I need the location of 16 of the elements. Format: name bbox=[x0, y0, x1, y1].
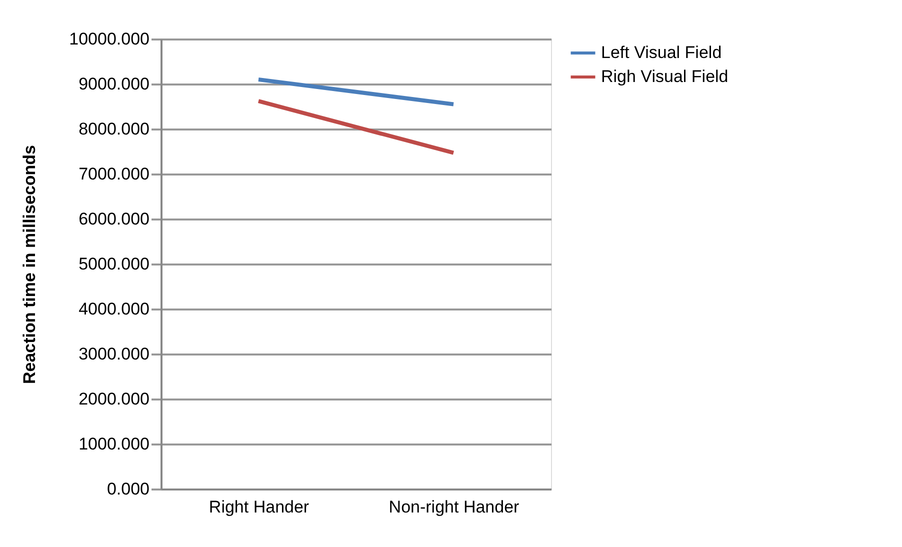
y-tick-label: 1000.000 bbox=[78, 434, 150, 454]
y-tick-label: 2000.000 bbox=[78, 390, 150, 408]
y-tick-label: 10000.000 bbox=[69, 30, 150, 48]
y-axis-title: Reaction time in milliseconds bbox=[20, 144, 40, 384]
y-tick-label: 3000.000 bbox=[78, 344, 150, 364]
legend-label: Righ Visual Field bbox=[601, 67, 728, 86]
y-tick-label: 7000.000 bbox=[78, 164, 150, 184]
x-tick-label: Right Hander bbox=[208, 498, 310, 516]
y-tick-label: 5000.000 bbox=[78, 254, 150, 274]
y-tick-label: 6000.000 bbox=[78, 210, 150, 228]
y-tick-label: 0.000 bbox=[106, 480, 150, 498]
y-tick-label: 8000.000 bbox=[78, 120, 150, 138]
x-tick-label: Non-right Hander bbox=[388, 498, 520, 516]
y-tick-label: 9000.000 bbox=[78, 74, 150, 94]
y-tick-label: 4000.000 bbox=[78, 300, 150, 318]
legend-label: Left Visual Field bbox=[601, 43, 722, 62]
